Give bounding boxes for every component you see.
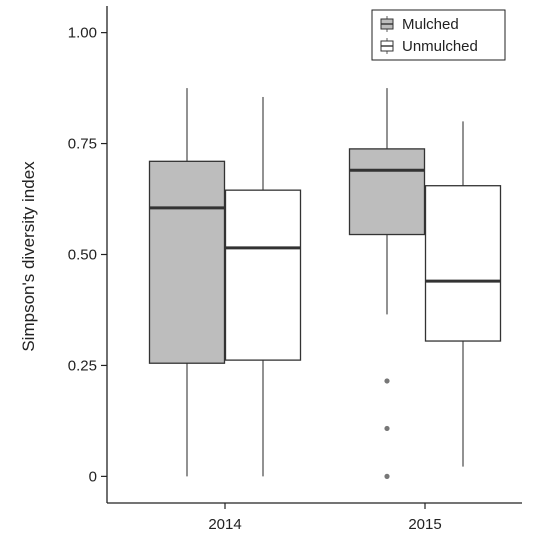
box-unmulched-2014 xyxy=(224,189,302,361)
y-tick-label: 0.75 xyxy=(68,136,97,153)
y-axis-title: Simpson's diversity index xyxy=(19,161,38,352)
outlier-point xyxy=(384,378,390,384)
legend-frame xyxy=(371,9,506,61)
x-tick-label: 2014 xyxy=(208,516,241,533)
x-tick-label: 2015 xyxy=(408,516,441,533)
box-mulched-2014 xyxy=(148,160,226,364)
legend-label: Mulched xyxy=(402,16,459,33)
box-unmulched-2015 xyxy=(424,185,502,342)
axes: Simpson's diversity index 0 0.25 0.50 0.75 1… xyxy=(19,6,522,533)
y-tick-label: 1.00 xyxy=(68,25,97,42)
legend: Mulched Unmulched xyxy=(371,9,506,61)
outlier-point xyxy=(384,473,390,479)
plot-area xyxy=(148,88,502,479)
y-tick-label: 0.50 xyxy=(68,247,97,264)
outlier-point xyxy=(384,425,390,432)
legend-label: Unmulched xyxy=(402,38,478,55)
y-tick-label: 0.25 xyxy=(68,357,97,374)
box-mulched-2015 xyxy=(348,148,426,236)
y-tick-label: 0 xyxy=(89,468,97,485)
